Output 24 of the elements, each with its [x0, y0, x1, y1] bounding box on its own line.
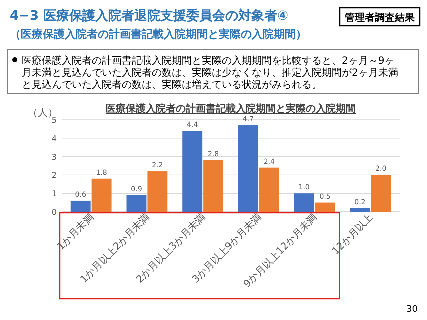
y-tick-label: 2 — [52, 171, 57, 180]
bar — [238, 126, 258, 212]
bar — [204, 160, 224, 212]
text: 30 — [406, 305, 418, 315]
bar — [315, 202, 336, 212]
y-tick-label: 5 — [52, 116, 57, 125]
text: 管理者調査結果 — [344, 12, 416, 24]
text: 医療保護入院者の計画書記載入院期間と実際の入期期間を比較すると、2ヶ月～9ヶ月未満と見込んでいた入院者の数は、実際は少なくなり、推定入院期間が2ヶ月未満と見込んでいた入院者の数は、実際は増えている状況がみられる。 — [22, 55, 398, 91]
bar — [182, 131, 203, 212]
y-tick-label: 3 — [52, 152, 57, 162]
text: 4−3 医療保護入院者退院支援委員会の対象者④ — [10, 8, 289, 24]
bar — [350, 208, 370, 212]
bar — [371, 175, 392, 212]
y-tick-label: 1 — [52, 190, 57, 199]
bar — [126, 195, 147, 212]
bar — [92, 178, 112, 212]
bar — [148, 172, 168, 212]
chart-title: 医療保護入院者の計画書記載入院期間と実際の入院期間 — [106, 103, 356, 115]
bar — [259, 168, 280, 212]
bar — [70, 200, 91, 212]
text: （医療保護入院者の計画書記載入院期間と実際の入院期間） — [10, 28, 307, 41]
y-tick-label: 0 — [52, 208, 57, 217]
y-tick-label: 4 — [52, 134, 57, 144]
bar — [294, 194, 314, 212]
